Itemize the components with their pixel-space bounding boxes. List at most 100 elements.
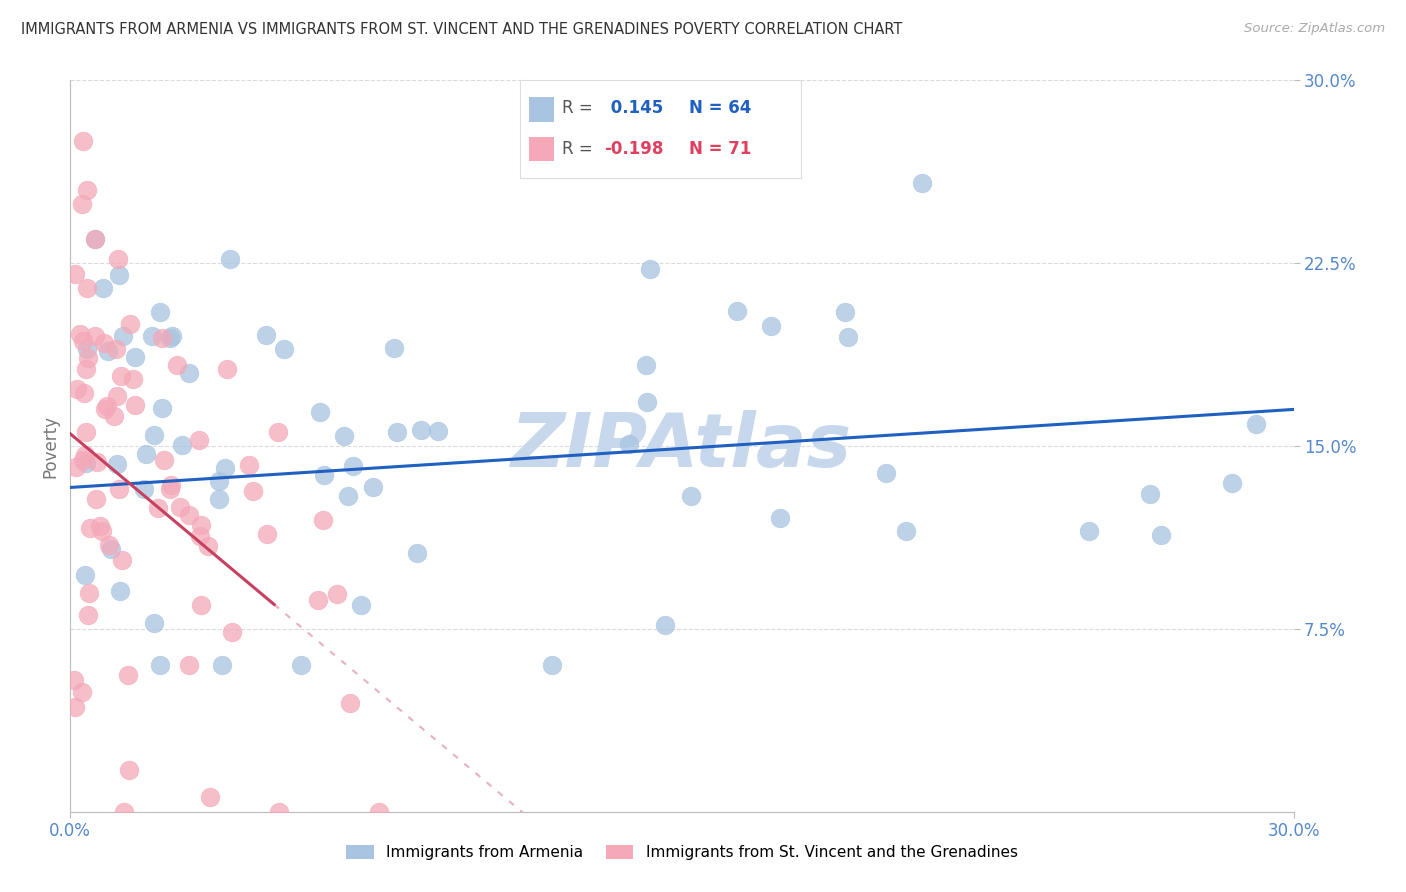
Point [256, 527, 278, 541]
Point [94, 402, 117, 417]
Bar [529, 97, 554, 122]
Point [1077, 524, 1099, 538]
Point [269, 805, 291, 819]
Point [77, 607, 100, 622]
Point [636, 359, 658, 373]
Point [112, 805, 135, 819]
Point [638, 261, 661, 276]
Point [152, 331, 174, 345]
Point [266, 425, 288, 439]
Point [149, 658, 172, 673]
Point [83, 232, 105, 246]
Point [333, 428, 356, 442]
Point [314, 467, 336, 482]
Point [761, 319, 783, 334]
Point [177, 508, 200, 523]
Point [1149, 528, 1171, 542]
Point [91, 280, 114, 294]
Point [76, 280, 98, 294]
Point [142, 616, 165, 631]
Point [190, 517, 212, 532]
Point [367, 805, 389, 819]
Point [135, 447, 157, 461]
Point [160, 477, 183, 491]
Point [69, 327, 91, 342]
Point [76, 342, 98, 356]
Point [66, 382, 89, 396]
Text: N = 71: N = 71 [689, 140, 751, 158]
Point [290, 658, 312, 673]
Point [73, 448, 96, 462]
Point [834, 305, 856, 319]
Point [146, 501, 169, 516]
Point [79, 586, 101, 600]
Point [411, 423, 433, 437]
Point [97, 344, 120, 359]
Text: N = 64: N = 64 [689, 100, 751, 118]
Point [73, 568, 96, 582]
Point [76, 183, 98, 197]
Point [169, 500, 191, 515]
Point [152, 452, 174, 467]
Point [79, 521, 101, 535]
Point [215, 362, 238, 376]
Point [636, 394, 658, 409]
Point [221, 624, 243, 639]
Point [273, 343, 295, 357]
Point [72, 134, 94, 148]
Point [211, 658, 233, 673]
Point [89, 519, 111, 533]
Point [150, 401, 173, 415]
Point [118, 763, 141, 777]
Y-axis label: Poverty: Poverty [41, 415, 59, 477]
Point [143, 427, 166, 442]
Point [93, 336, 115, 351]
Point [363, 480, 385, 494]
Bar [529, 136, 554, 161]
Point [540, 658, 562, 673]
Point [382, 341, 405, 355]
Point [124, 397, 146, 411]
Point [308, 405, 330, 419]
Point [1220, 475, 1243, 490]
Point [121, 372, 143, 386]
Point [63, 267, 86, 281]
Point [83, 232, 105, 246]
Point [72, 452, 94, 467]
Point [197, 539, 219, 553]
Point [159, 331, 181, 345]
Point [166, 358, 188, 372]
Point [172, 437, 194, 451]
Text: R =: R = [562, 100, 593, 118]
Point [124, 350, 146, 364]
Point [65, 459, 87, 474]
Point [214, 460, 236, 475]
Point [149, 305, 172, 319]
Point [254, 327, 277, 342]
Point [187, 433, 209, 447]
Point [238, 458, 260, 472]
Point [406, 546, 429, 560]
Point [104, 343, 127, 357]
Point [219, 252, 242, 266]
Point [103, 409, 125, 423]
Point [70, 196, 93, 211]
Point [132, 482, 155, 496]
Point [725, 303, 748, 318]
Point [1244, 417, 1267, 431]
Point [107, 252, 129, 266]
Point [75, 362, 97, 376]
Point [108, 583, 131, 598]
Point [875, 466, 897, 480]
Point [896, 524, 918, 538]
Point [86, 491, 108, 506]
Point [1139, 486, 1161, 500]
Point [188, 529, 211, 543]
Point [90, 524, 112, 539]
Point [190, 598, 212, 612]
Point [208, 492, 231, 507]
Point [70, 685, 93, 699]
Point [769, 510, 792, 524]
Point [77, 351, 100, 365]
Point [179, 366, 201, 380]
